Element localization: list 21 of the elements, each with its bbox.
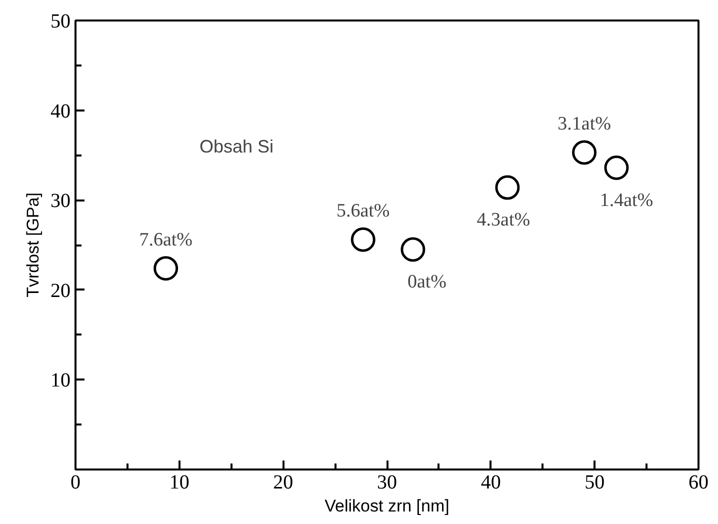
x-tick-label: 60 — [688, 472, 708, 494]
x-tick-label: 30 — [377, 472, 397, 494]
annotation: 5.6at% — [336, 200, 390, 222]
x-axis-title: Velikost zrn [nm] — [324, 496, 450, 516]
x-tick-label: 40 — [480, 472, 501, 494]
annotation: 7.6at% — [139, 229, 193, 250]
annotation: 4.3at% — [476, 210, 530, 231]
y-tick-label: 50 — [50, 10, 70, 32]
x-tick-label: 50 — [584, 472, 605, 494]
y-tick-label: 40 — [50, 100, 70, 122]
x-tick-label: 0 — [70, 472, 80, 494]
y-tick-label: 20 — [50, 280, 70, 302]
x-tick-label: 10 — [169, 472, 190, 494]
annotation: Obsah Si — [200, 136, 274, 156]
x-tick-label: 20 — [273, 472, 294, 494]
y-axis-title: Tvrdost [GPa] — [24, 192, 42, 298]
annotation: 0at% — [407, 271, 447, 292]
annotation: 3.1at% — [558, 114, 612, 135]
y-tick-label: 10 — [50, 370, 70, 392]
annotation: 1.4at% — [600, 190, 654, 211]
y-tick-label: 30 — [50, 190, 70, 212]
